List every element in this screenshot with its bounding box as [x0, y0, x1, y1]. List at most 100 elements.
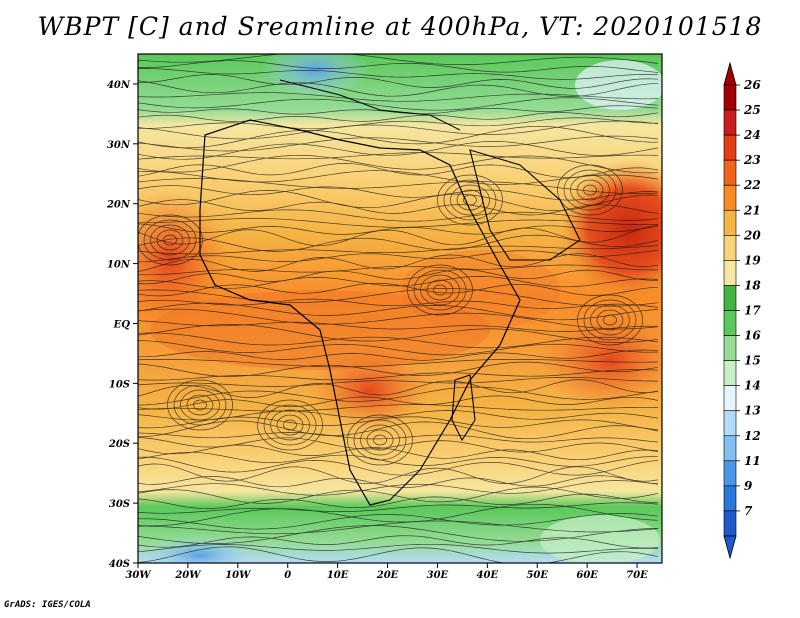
streamline-eddy [437, 174, 503, 226]
streamline [138, 502, 659, 514]
streamline [138, 264, 658, 276]
streamline [138, 480, 659, 496]
streamline [138, 543, 659, 554]
lon-tick-label: 40E [477, 570, 499, 581]
streamline [138, 432, 659, 443]
streamline [138, 535, 659, 549]
streamline-eddy [163, 234, 177, 246]
colorbar-swatch [723, 285, 737, 311]
streamline [138, 253, 659, 272]
streamline [138, 298, 659, 309]
colorbar-label: 22 [743, 178, 761, 192]
colorbar-label: 19 [744, 253, 761, 267]
streamline [138, 276, 659, 289]
lon-tick-label: 50E [526, 570, 548, 581]
streamline-eddy [596, 309, 624, 331]
streamline [138, 135, 659, 152]
streamline [138, 154, 659, 174]
streamline-eddy [576, 179, 604, 201]
streamline [138, 54, 659, 66]
colorbar-label: 14 [744, 379, 761, 393]
madagascar-coastline [451, 374, 476, 442]
streamline-eddy [557, 164, 623, 216]
latitude-axis: 40N 30N 20N 10N EQ 10S 20S 30S 40S [106, 80, 138, 570]
streamline [138, 80, 659, 97]
streamline-eddy [167, 379, 233, 431]
streamline [138, 74, 659, 89]
streamline [138, 493, 659, 509]
lon-tick-label: 60E [576, 570, 598, 581]
streamline [138, 340, 659, 356]
streamline-eddy [433, 284, 447, 296]
streamline-eddy [366, 429, 394, 451]
colorbar-swatch [723, 260, 737, 286]
lat-tick-label: 40N [107, 80, 131, 91]
lon-tick-label: 20W [174, 570, 202, 581]
colorbar-swatch [723, 410, 737, 437]
lat-tick-label: 10S [109, 379, 130, 390]
streamline [138, 456, 659, 476]
streamline-eddy [426, 279, 454, 301]
colorbar-swatch [723, 84, 737, 111]
streamline-eddy [407, 264, 473, 316]
streamline-eddy [283, 419, 297, 431]
plot-frame [137, 53, 663, 564]
colorbar-swatch [723, 235, 737, 261]
colorbar-label: 9 [744, 479, 753, 493]
colorbar-swatch [723, 385, 737, 412]
streamline [138, 245, 659, 255]
streamline [138, 282, 659, 297]
lon-tick-label: 0 [284, 570, 291, 581]
streamline [138, 97, 659, 111]
streamline [138, 349, 659, 361]
streamline [138, 379, 659, 398]
colorbar-top-arrow [723, 61, 737, 86]
streamline [138, 234, 659, 252]
colorbar-label: 15 [744, 354, 761, 368]
shaded-temperature-field [138, 54, 662, 563]
streamline-eddy [276, 414, 304, 436]
streamline [138, 60, 659, 73]
streamline [138, 112, 659, 122]
credit-text: GrADS: IGES/COLA [4, 600, 91, 610]
streamline-eddy [577, 294, 643, 346]
colorbar-swatch [723, 184, 737, 211]
streamline-eddy [373, 434, 387, 446]
streamline-eddy [173, 384, 227, 426]
lat-tick-label: 40S [109, 559, 130, 570]
streamline-eddy [443, 179, 497, 221]
europe-coastline [279, 79, 461, 131]
colorbar-swatch [723, 109, 737, 136]
streamline-eddy [360, 424, 400, 456]
colorbar-swatch [723, 485, 737, 512]
colorbar-swatch [723, 360, 737, 386]
colorbar-label: 11 [744, 454, 761, 468]
streamline [138, 199, 659, 216]
streamline-eddy [270, 409, 310, 441]
colorbar-label: 24 [743, 128, 761, 142]
streamline [138, 225, 659, 247]
longitude-axis: 30W 20W 10W 0 10E 20E 30E 40E 50E 60E 70E [125, 563, 648, 581]
streamline-eddy [138, 214, 203, 266]
colorbar-label: 7 [744, 504, 753, 518]
streamline [138, 190, 659, 211]
streamline [138, 475, 659, 488]
streamline [138, 525, 659, 544]
streamline [138, 361, 659, 377]
streamline [138, 416, 659, 431]
chart-title: WBPT [C] and Sreamline at 400hPa, VT: 20… [37, 12, 763, 41]
colorbar-swatch [723, 510, 737, 537]
streamline [138, 125, 659, 149]
streamline [138, 120, 659, 140]
streamline [138, 269, 658, 285]
colorbar-label: 20 [743, 228, 761, 242]
lat-tick-label: 30S [109, 499, 130, 510]
streamline-eddy [186, 394, 214, 416]
streamline [138, 141, 659, 160]
lat-tick-label: 30N [107, 140, 131, 151]
streamline [138, 302, 659, 321]
streamline [138, 288, 659, 307]
streamline-eddy [257, 399, 323, 451]
streamline-eddy [180, 389, 220, 421]
streamline-eddy [563, 169, 617, 211]
